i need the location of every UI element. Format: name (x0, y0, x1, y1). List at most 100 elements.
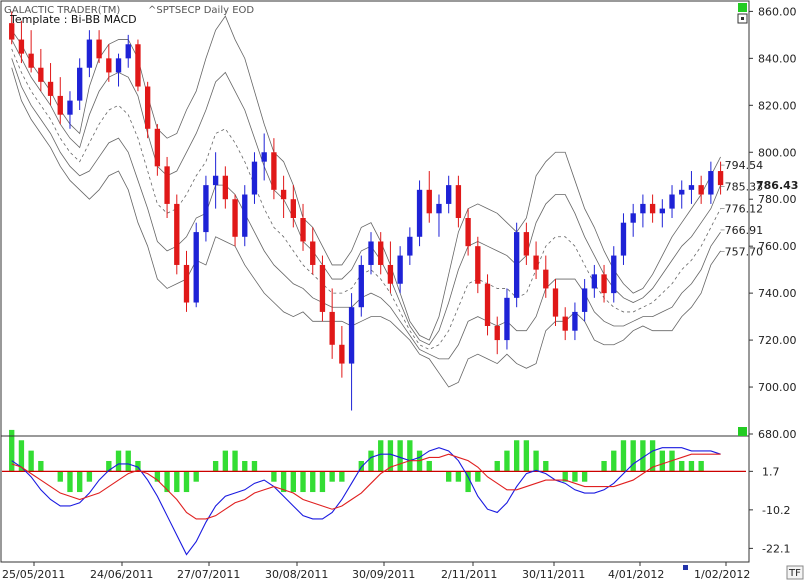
macd-histogram-bar (387, 440, 394, 472)
x-tick-label: 1/02/2012 (694, 568, 750, 581)
y-tick-label: 700.00 (758, 381, 797, 394)
band-lower_outer (11, 67, 721, 388)
template-label: Template : Bi-BB MACD (9, 13, 137, 26)
candle-body (504, 297, 510, 341)
band-end-label: 785.33 (725, 181, 764, 194)
axes (0, 0, 750, 563)
macd-histogram-bar (106, 460, 112, 472)
macd-histogram-bar (271, 471, 277, 482)
candle-body (339, 344, 345, 364)
panel-divider-handle[interactable] (738, 427, 747, 436)
macd-histogram-bar (115, 450, 122, 472)
macd-histogram-bar (183, 471, 190, 493)
macd-histogram-bar (38, 460, 44, 472)
candle-body (543, 269, 549, 289)
candle-body (688, 185, 695, 190)
macd-histogram-bar (135, 460, 141, 472)
header-product: GALACTIC TRADER(TM) (4, 5, 120, 16)
candle-body (611, 255, 617, 294)
candle-body (251, 161, 258, 195)
candle-body (47, 81, 54, 96)
bollinger-bands (11, 15, 721, 388)
candle-body (106, 58, 112, 73)
candle-body (591, 274, 598, 289)
macd-histogram-bar (659, 450, 665, 472)
macd-series-macd (11, 447, 721, 556)
x-tick-label: 30/11/2011 (522, 568, 585, 581)
candle-body (67, 100, 73, 115)
candle-body (620, 222, 627, 256)
macd-histogram-bar (67, 471, 73, 493)
candle-body (222, 175, 229, 200)
macd-histogram-bar (698, 460, 704, 472)
macd-histogram-bar (125, 450, 131, 472)
candle-body (562, 316, 568, 331)
candle-body (300, 218, 306, 242)
macd-histogram-bar (513, 440, 520, 472)
macd-histogram-bar (688, 460, 695, 472)
candlesticks (9, 11, 724, 411)
y-tick-label: 820.00 (758, 99, 797, 112)
candle-body (446, 185, 452, 204)
macd-histogram-bar (164, 471, 170, 493)
y-tick-label: 860.00 (758, 5, 797, 18)
macd-histogram-bar (212, 460, 219, 472)
candle-body (552, 288, 559, 317)
candle-body (397, 255, 403, 284)
macd-histogram-bar (280, 471, 287, 493)
macd-histogram-bar (630, 440, 636, 472)
candle-body (348, 307, 355, 364)
y-tick-label: 720.00 (758, 334, 797, 347)
candle-body (717, 171, 724, 186)
candle-body (572, 311, 578, 331)
y-tick-label: 760.00 (758, 240, 797, 253)
candle-body (484, 283, 491, 326)
scroll-marker[interactable] (683, 565, 688, 570)
green-marker-top[interactable] (738, 3, 747, 12)
macd-histogram-bar (300, 471, 306, 493)
x-tick-label: 30/08/2011 (265, 568, 328, 581)
y-axis-labels: 860.00 840.00 820.00 800.00 780.00 760.00 740.… (749, 5, 797, 555)
candle-body (77, 67, 83, 101)
macd-histogram-bar (232, 450, 238, 472)
band-end-label: 794.54 (725, 159, 764, 172)
last-price-label: 786.43 (756, 179, 798, 192)
macd-histogram-bar (611, 450, 617, 472)
tf-button-label: TF (788, 568, 801, 579)
x-tick-label: 24/06/2011 (90, 568, 153, 581)
macd-series-signal (11, 453, 721, 520)
candle-body (174, 203, 180, 265)
macd-histogram-bar (242, 460, 248, 472)
macd-histogram-bar (28, 450, 34, 472)
band-end-label: 757.70 (725, 246, 764, 259)
macd-histogram-bar (174, 471, 180, 493)
tf-button[interactable]: TF (786, 565, 804, 580)
macd-histogram-bar (310, 471, 316, 493)
macd-histogram-bar (475, 471, 481, 482)
candle-body (581, 288, 588, 312)
candle-body (407, 236, 413, 256)
candle-body (232, 199, 238, 237)
x-tick-label: 27/07/2011 (177, 568, 240, 581)
candle-body (242, 194, 248, 237)
candle-body (193, 232, 199, 303)
candle-body (669, 194, 675, 209)
candle-body (212, 175, 219, 186)
macd-y-tick-label: 1.7 (762, 465, 780, 478)
candle-body (630, 213, 636, 223)
x-tick-label: 30/09/2011 (352, 568, 415, 581)
candle-body (261, 152, 267, 162)
macd-panel (2, 429, 746, 556)
candle-body (310, 241, 316, 265)
macd-histogram-bar (581, 471, 588, 482)
band-end-label: 776.12 (725, 202, 764, 215)
y-tick-label: 800.00 (758, 146, 797, 159)
macd-histogram-bar (494, 460, 500, 472)
y-tick-label: 780.00 (758, 193, 797, 206)
band-lower_inner (11, 58, 721, 360)
candle-body (465, 218, 471, 247)
candle-body (125, 44, 131, 59)
candle-body (18, 39, 25, 54)
candle-body (436, 203, 442, 214)
band-end-labels: 794.54 785.33 776.12 766.91 757.70 (720, 159, 764, 259)
